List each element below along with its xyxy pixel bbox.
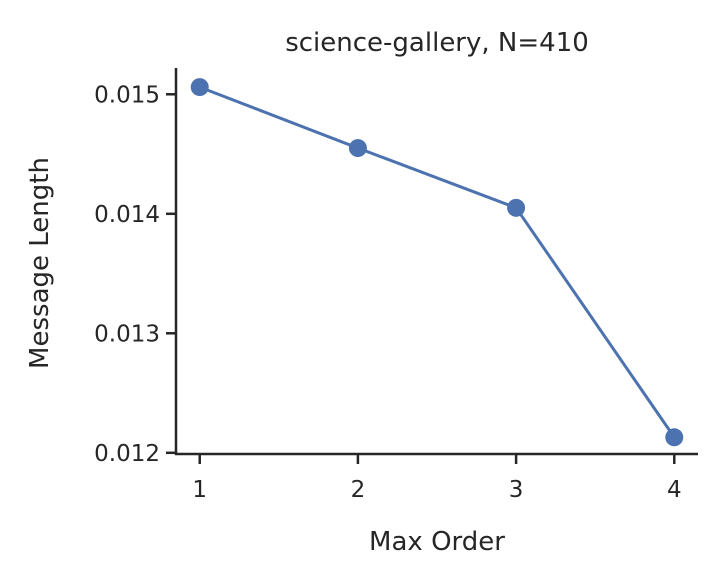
plot-area xyxy=(190,78,684,447)
x-axis: 1 2 3 4 xyxy=(175,452,698,503)
y-tick-label: 0.014 xyxy=(94,202,160,228)
x-tick-label: 1 xyxy=(192,477,207,503)
x-axis-label: Max Order xyxy=(369,527,505,557)
data-point xyxy=(348,139,367,158)
chart-title: science-gallery, N=410 xyxy=(285,28,589,58)
x-tick-label: 4 xyxy=(667,477,682,503)
y-tick-label: 0.012 xyxy=(94,441,160,467)
x-tick-label: 2 xyxy=(351,477,366,503)
data-point xyxy=(507,198,526,217)
y-tick-label: 0.013 xyxy=(94,321,160,347)
data-point xyxy=(190,78,209,97)
y-tick-label: 0.015 xyxy=(94,82,160,108)
series-line xyxy=(199,85,676,439)
y-axis-label: Message Length xyxy=(25,157,55,369)
data-point xyxy=(665,428,684,447)
y-axis: 0.012 0.013 0.014 0.015 xyxy=(94,68,178,467)
x-tick-label: 3 xyxy=(509,477,524,503)
